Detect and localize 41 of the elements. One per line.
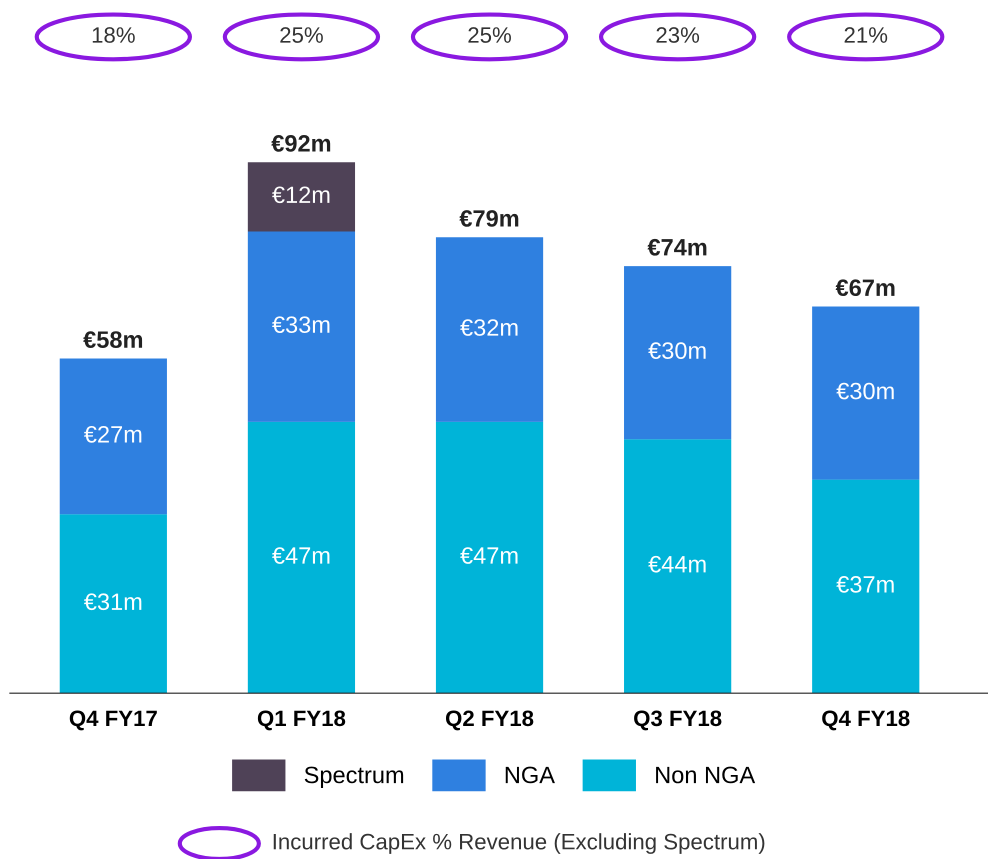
text: 21% — [844, 27, 888, 43]
bar — [248, 162, 356, 232]
text: 25% — [280, 27, 323, 43]
text: 25% — [468, 27, 511, 43]
text: Incurred CapEx % Revenue (Excluding Spectrum) — [274, 833, 764, 854]
bar — [436, 422, 544, 694]
bar — [60, 514, 167, 694]
bar — [624, 439, 732, 694]
bar — [812, 306, 920, 480]
data-label: €47m — [460, 547, 518, 564]
bar — [624, 266, 732, 440]
x-tick-label: Q4 FY17 — [70, 710, 157, 730]
bar — [60, 358, 167, 514]
total-label: €67m — [836, 279, 894, 296]
x-tick-label: Q4 FY18 — [822, 710, 910, 730]
bar — [248, 231, 356, 422]
data-label: €33m — [272, 316, 330, 334]
bar — [436, 237, 544, 422]
x-tick-label: Q3 FY18 — [634, 710, 722, 730]
total-label: €92m — [271, 135, 330, 152]
legend-label: Spectrum — [304, 766, 404, 788]
x-tick-label: Q1 FY18 — [258, 710, 346, 730]
data-label: €27m — [84, 426, 142, 443]
total-label: €58m — [83, 331, 142, 348]
data-label: €32m — [460, 319, 518, 336]
data-label: €12m — [272, 186, 330, 204]
total-label: €79m — [459, 210, 518, 227]
data-label: €44m — [648, 556, 706, 573]
total-label: €74m — [648, 238, 706, 256]
data-label: €30m — [836, 382, 894, 400]
text: 18% — [92, 27, 135, 43]
bar — [812, 480, 920, 694]
bar — [248, 422, 356, 694]
x-tick-label: Q2 FY18 — [446, 710, 534, 730]
data-label: €37m — [836, 576, 894, 593]
data-label: €31m — [84, 593, 142, 610]
legend-label: NGA — [506, 766, 555, 784]
legend-label: Non NGA — [656, 766, 756, 784]
text: 23% — [656, 27, 700, 43]
data-label: €47m — [272, 547, 330, 564]
data-label: €30m — [648, 342, 706, 360]
